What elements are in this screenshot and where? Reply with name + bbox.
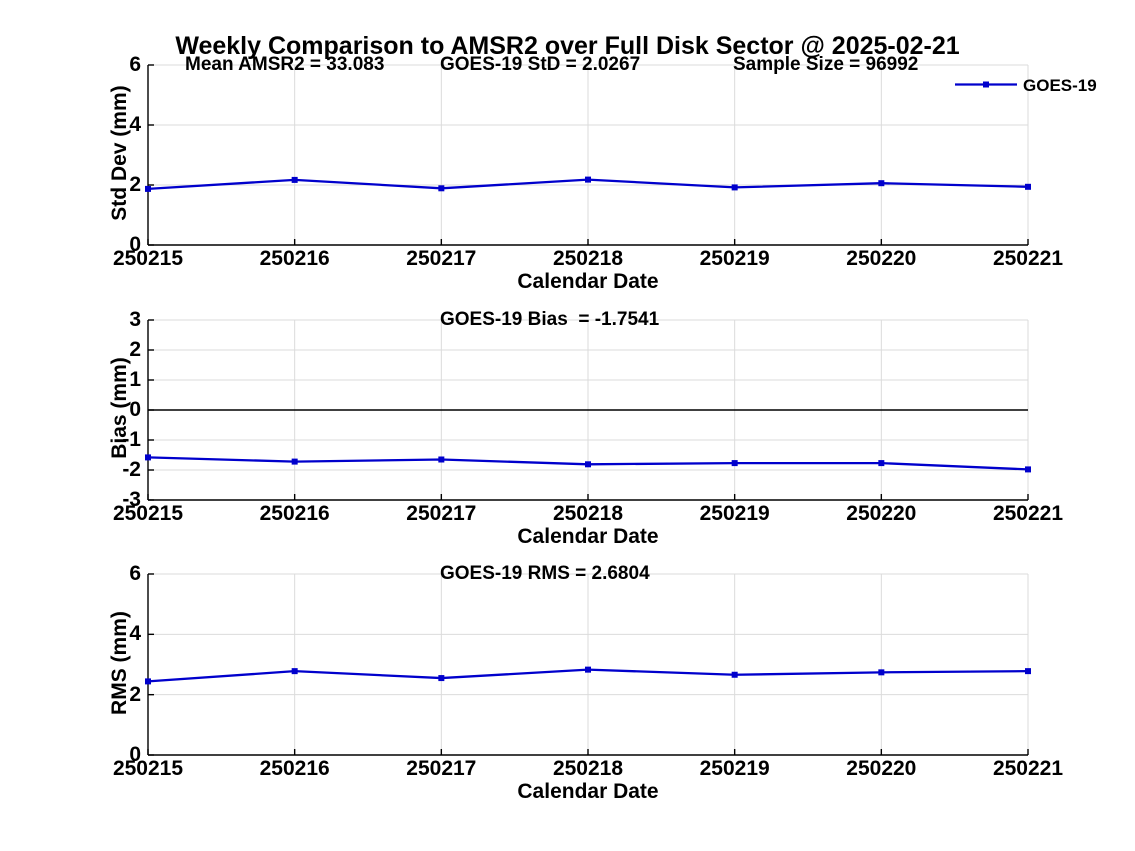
y-tick-label: 2	[129, 173, 141, 196]
x-tick-label: 250221	[992, 247, 1064, 270]
y-tick-label: 0	[129, 398, 141, 421]
x-tick-label: 250217	[406, 757, 477, 780]
x-tick-label: 250218	[552, 502, 624, 525]
x-tick-label: 250219	[699, 247, 770, 270]
xlabel-rms: Calendar Date	[517, 780, 659, 803]
data-point-marker	[145, 454, 151, 461]
x-tick-label: 250216	[259, 502, 330, 525]
x-tick-label: 250217	[406, 247, 477, 270]
data-point-marker	[585, 176, 591, 183]
data-point-marker	[585, 666, 591, 673]
chart-title: Weekly Comparison to AMSR2 over Full Dis…	[175, 32, 960, 60]
y-tick-label: 2	[129, 682, 141, 706]
y-tick-label: 0	[129, 233, 141, 256]
y-tick-label: 0	[129, 743, 141, 766]
x-tick-label: 250219	[699, 502, 770, 525]
x-tick-label: 250221	[992, 757, 1064, 780]
data-point-marker	[731, 671, 738, 678]
x-tick-label: 250215	[112, 757, 184, 780]
x-tick-label: 250218	[552, 247, 624, 270]
data-point-marker	[291, 458, 298, 465]
annotation-mean-amsr2: Mean AMSR2 = 33.083	[185, 54, 385, 75]
data-point-marker	[878, 460, 885, 467]
data-point-marker	[438, 185, 445, 192]
x-tick-label: 250220	[846, 502, 917, 525]
y-tick-label: 4	[129, 113, 141, 136]
data-point-marker	[878, 180, 885, 187]
x-tick-label: 250216	[259, 757, 330, 780]
x-tick-label: 250219	[699, 757, 770, 780]
y-tick-label: -2	[122, 458, 141, 481]
x-tick-label: 250215	[112, 247, 184, 270]
annotation-goes19-bias: GOES-19 Bias = -1.7541	[440, 309, 660, 330]
annotation-goes19-rms: GOES-19 RMS = 2.6804	[440, 563, 650, 584]
y-tick-label: 1	[129, 368, 141, 391]
x-tick-label: 250217	[406, 502, 477, 525]
y-tick-label: 2	[129, 338, 141, 361]
x-tick-label: 250220	[846, 247, 917, 270]
data-point-marker	[585, 461, 591, 468]
x-tick-label: 250220	[846, 757, 917, 780]
data-point-marker	[1025, 668, 1031, 675]
data-point-marker	[438, 456, 445, 463]
y-tick-label: -1	[122, 428, 141, 451]
data-point-marker	[731, 460, 738, 467]
x-tick-label: 250215	[112, 502, 184, 525]
annotation-sample-size: Sample Size = 96992	[733, 54, 919, 75]
data-point-marker	[291, 176, 298, 183]
y-tick-label: 3	[129, 308, 141, 331]
data-point-marker	[145, 185, 151, 192]
xlabel-std-dev: Calendar Date	[517, 270, 659, 293]
data-point-marker	[145, 678, 151, 685]
y-tick-label: 6	[129, 53, 141, 76]
data-point-marker	[1025, 183, 1031, 190]
data-point-marker	[1025, 466, 1031, 473]
x-tick-label: 250218	[552, 757, 624, 780]
y-tick-label: -3	[122, 488, 141, 511]
legend-entry-goes19: GOES-19	[1023, 76, 1097, 95]
data-point-marker	[731, 184, 738, 191]
y-tick-label: 4	[129, 622, 141, 646]
annotation-goes19-std: GOES-19 StD = 2.0267	[440, 54, 641, 75]
data-point-marker	[291, 668, 298, 675]
x-tick-label: 250221	[992, 502, 1064, 525]
xlabel-bias: Calendar Date	[517, 525, 659, 548]
y-tick-label: 6	[129, 562, 141, 585]
legend-marker-sample	[983, 81, 989, 88]
x-tick-label: 250216	[259, 247, 330, 270]
data-point-marker	[878, 669, 885, 676]
data-point-marker	[438, 675, 445, 682]
